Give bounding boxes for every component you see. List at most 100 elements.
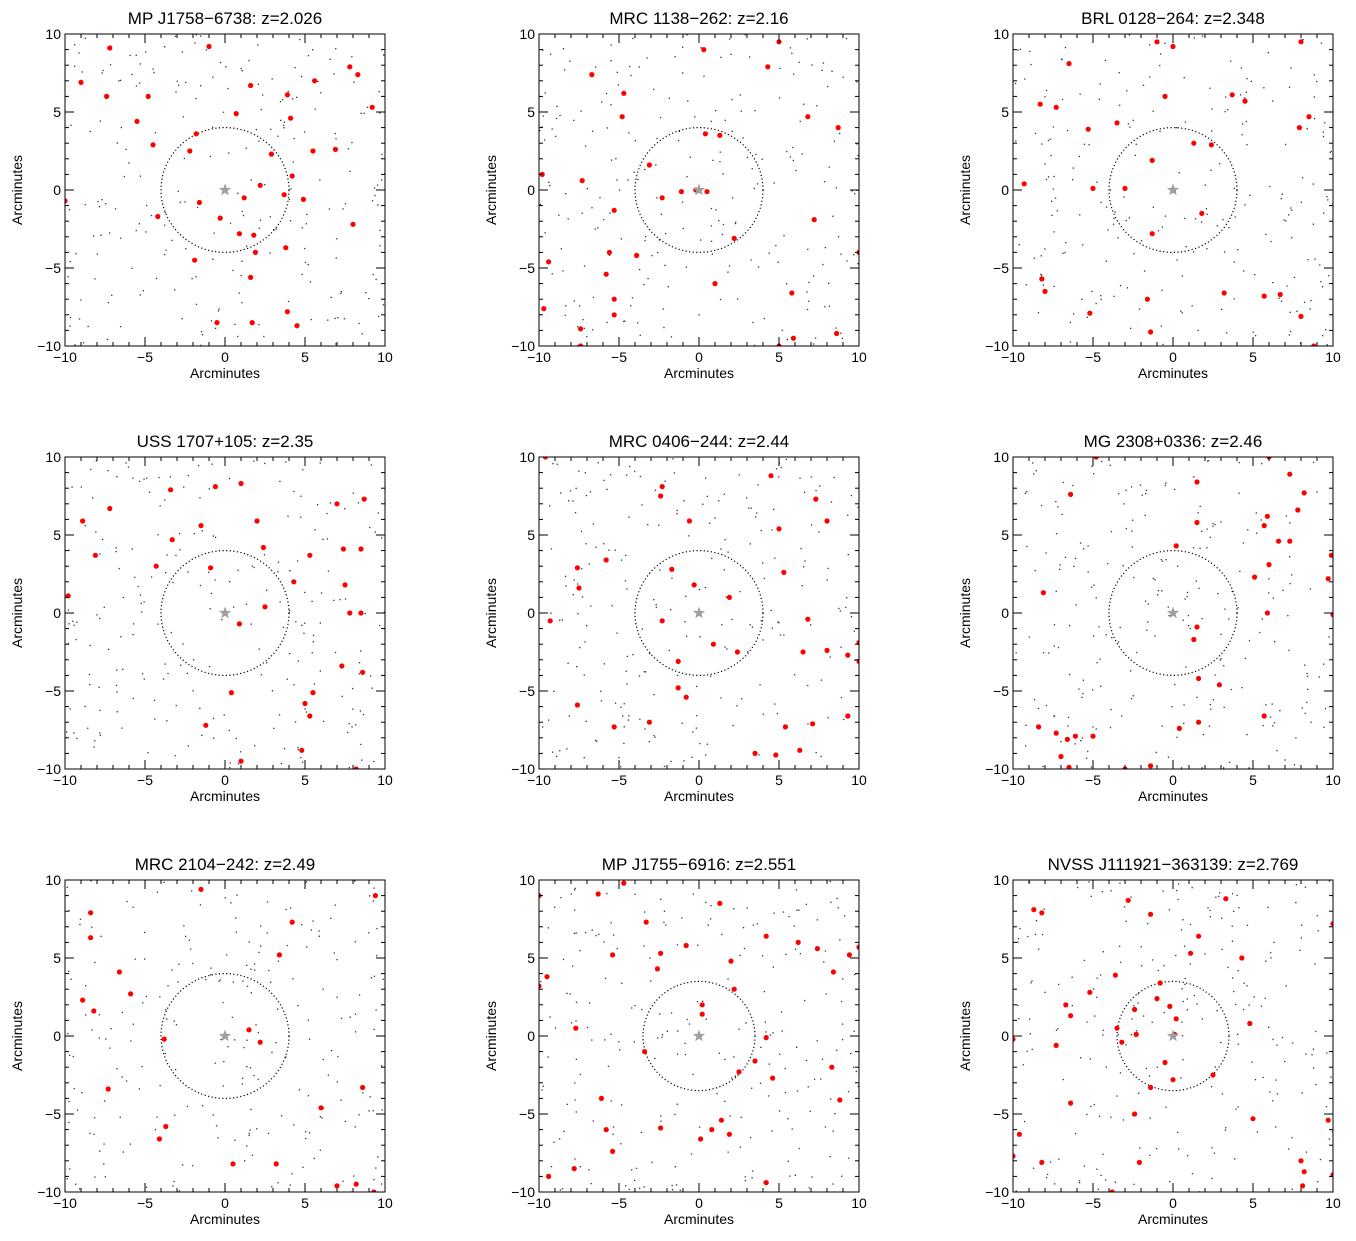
plot-area <box>539 34 859 346</box>
field-dot <box>1224 608 1226 610</box>
field-dot <box>1227 109 1229 111</box>
data-point <box>834 330 840 337</box>
field-dot <box>1132 119 1134 121</box>
panel-title: MP J1758−6738: z=2.026 <box>128 9 322 28</box>
field-dot <box>850 494 853 497</box>
field-dot <box>222 1085 224 1087</box>
field-dot <box>1181 312 1183 314</box>
field-dot <box>285 908 287 911</box>
field-dot <box>1098 1115 1101 1117</box>
field-dot <box>559 1189 562 1191</box>
field-dot <box>373 761 375 763</box>
field-dot <box>145 51 147 53</box>
field-dot <box>1049 138 1051 140</box>
field-dot <box>628 1188 630 1190</box>
field-dot <box>241 260 243 262</box>
data-point <box>571 1166 577 1172</box>
field-dot <box>1212 699 1214 701</box>
field-dot <box>718 500 720 502</box>
field-dot <box>1177 1131 1179 1134</box>
data-point <box>307 552 313 558</box>
data-point <box>238 758 244 764</box>
field-dot <box>336 238 338 240</box>
field-dot <box>781 329 783 331</box>
field-dot <box>1087 545 1089 547</box>
data-point <box>1173 1016 1179 1022</box>
field-dot <box>1149 44 1151 46</box>
search-radius-circle <box>1108 549 1238 676</box>
field-dot <box>116 691 118 693</box>
field-dot <box>228 152 230 154</box>
field-dot <box>755 516 757 518</box>
field-dot <box>1025 745 1027 747</box>
field-dot <box>101 72 103 74</box>
field-dot <box>322 988 324 990</box>
field-dot <box>246 1039 248 1041</box>
data-point <box>1039 910 1045 916</box>
field-dot <box>195 276 197 278</box>
field-dot <box>186 672 188 674</box>
field-dot <box>782 911 785 913</box>
field-dot <box>257 1031 259 1034</box>
field-dot <box>1031 980 1033 982</box>
field-dot <box>810 476 812 478</box>
data-point <box>610 952 616 958</box>
field-dot <box>1211 130 1213 132</box>
field-dot <box>789 1175 791 1177</box>
field-dot <box>826 579 828 581</box>
field-dot <box>1074 743 1076 745</box>
field-dot <box>373 887 375 889</box>
field-dot <box>1130 327 1132 329</box>
field-dot <box>1174 683 1176 686</box>
field-dot <box>333 952 335 954</box>
field-dot <box>1050 154 1052 157</box>
field-dot <box>171 969 173 971</box>
field-dot <box>1110 531 1113 533</box>
field-dot <box>739 94 741 96</box>
field-dot <box>639 334 641 336</box>
field-dot <box>241 301 243 304</box>
field-dot <box>1126 287 1129 289</box>
field-dot <box>71 486 73 488</box>
field-dot <box>1165 559 1167 561</box>
field-dot <box>1280 300 1283 302</box>
field-dot <box>1260 1005 1263 1007</box>
field-dot <box>1306 128 1308 130</box>
field-dot <box>855 1070 857 1073</box>
field-dot <box>1087 571 1089 573</box>
field-dot <box>818 531 820 533</box>
field-dot <box>178 84 180 86</box>
field-dot <box>856 81 858 83</box>
field-dot <box>794 948 797 950</box>
field-dot <box>1048 652 1050 654</box>
data-point <box>1194 624 1200 630</box>
field-dot <box>1128 217 1130 219</box>
field-dot <box>705 754 707 756</box>
field-dot <box>565 585 567 587</box>
field-dot <box>75 253 77 255</box>
field-dot <box>806 291 808 293</box>
field-dot <box>702 503 704 505</box>
field-dot <box>205 49 207 51</box>
field-dot <box>1014 82 1017 85</box>
field-dot <box>291 98 294 100</box>
field-dot <box>1100 685 1102 687</box>
field-dot <box>241 70 243 72</box>
field-dot <box>824 247 827 249</box>
field-dot <box>193 532 195 535</box>
field-dot <box>833 476 835 479</box>
field-dot <box>76 737 78 740</box>
field-dot <box>143 678 145 680</box>
field-dot <box>785 458 787 460</box>
field-dot <box>281 1115 283 1117</box>
data-point <box>1247 1020 1253 1027</box>
field-dot <box>1099 658 1101 660</box>
field-dot <box>585 494 588 497</box>
field-dot <box>724 539 726 541</box>
field-dot <box>731 197 734 199</box>
field-dot <box>720 548 722 550</box>
field-dot <box>208 666 211 668</box>
y-tick-label: −10 <box>985 1184 1009 1200</box>
field-dot <box>846 597 848 599</box>
field-dot <box>267 1132 270 1135</box>
